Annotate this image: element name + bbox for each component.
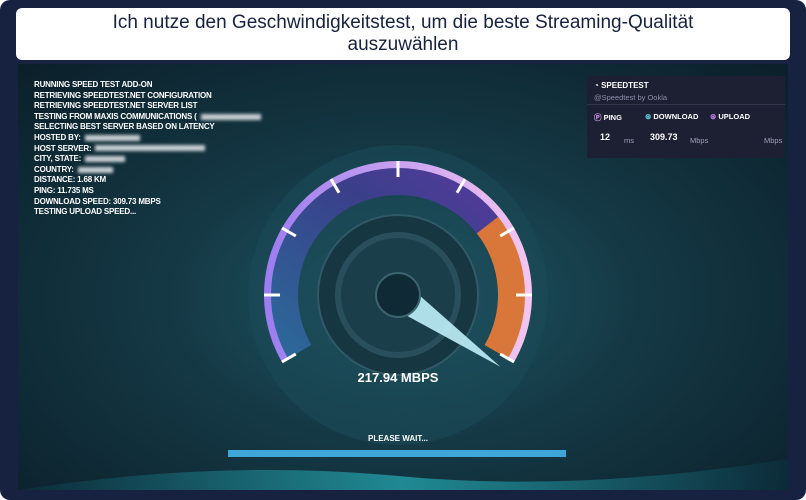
log-text: TESTING FROM MAXIS COMMUNICATIONS ( [34,111,197,121]
gauge: PLEASE WAIT... 217.94 MBPS [18,145,788,490]
download-value: 309.73 [650,132,678,142]
upload-label: ⊛ UPLOAD [710,112,751,121]
panel-title: ◔ SPEEDTEST [594,81,649,90]
redacted [85,156,126,163]
wave-decoration [18,459,788,490]
log-line: PING: 11.735 MS [34,186,261,197]
redacted [200,113,261,120]
download-label: ⊛ DOWNLOAD [645,112,699,121]
status-text: PLEASE WAIT... [368,434,428,443]
redacted [84,134,140,141]
speedtest-screen: PLEASE WAIT... 217.94 MBPS RUNNING SPEED… [18,64,788,490]
log-text: RETRIEVING SPEEDTEST.NET CONFIGURATION [34,90,212,100]
log-line: CITY, STATE: [34,154,261,165]
progress-bar [228,450,566,457]
ping-label: Ⓟ PING [594,113,622,122]
upload-unit: Mbps [764,136,783,145]
panel-subtitle: @Speedtest by Ookla [594,93,668,102]
panel-title-text: SPEEDTEST [601,81,649,90]
log-line: RETRIEVING SPEEDTEST.NET SERVER LIST [34,101,261,112]
log-text: DISTANCE: 1.68 KM [34,175,107,185]
redacted [77,166,113,173]
log-text: SELECTING BEST SERVER BASED ON LATENCY [34,122,215,132]
log-line: DISTANCE: 1.68 KM [34,175,261,186]
speedtest-panel: ◔ SPEEDTEST @Speedtest by Ookla Ⓟ PING ⊛… [587,76,785,158]
gauge-tick [281,226,297,238]
log-text: PING: 11.735 MS [34,185,94,195]
log-text: TESTING UPLOAD SPEED... [34,207,137,217]
redacted [95,145,206,152]
ping-unit: ms [624,136,634,145]
log-text: CITY, STATE: [34,154,82,164]
gauge-tick [455,178,467,194]
gauge-tick [281,352,297,364]
headline: Ich nutze den Geschwindigkeitstest, um d… [14,6,792,62]
log-text: RUNNING SPEED TEST ADD-ON [34,80,153,89]
log-text: DOWNLOAD SPEED: 309.73 MBPS [34,196,161,206]
log: RUNNING SPEED TEST ADD-ON RETRIEVING SPEE… [34,80,261,218]
log-text: HOSTED BY: [34,132,81,142]
gauge-band [268,165,511,360]
gauge-tick [499,226,515,238]
gauge-hub [375,272,421,318]
gauge-band-active [476,214,528,360]
log-line: HOSTED BY: [34,133,261,144]
log-line: TESTING UPLOAD SPEED... [34,207,261,218]
upload-label-text: UPLOAD [718,112,751,121]
log-text: HOST SERVER: [34,143,92,153]
speed-readout: 217.94 MBPS [358,370,439,385]
gauge-tick [499,352,515,364]
divider [587,104,785,105]
log-line: RUNNING SPEED TEST ADD-ON [34,80,261,91]
log-line: TESTING FROM MAXIS COMMUNICATIONS ( [34,112,261,123]
log-line: RETRIEVING SPEEDTEST.NET CONFIGURATION [34,91,261,102]
log-text: RETRIEVING SPEEDTEST.NET SERVER LIST [34,101,198,111]
ping-value: 12 [600,132,611,142]
download-unit: Mbps [690,136,709,145]
log-line: SELECTING BEST SERVER BASED ON LATENCY [34,122,261,133]
log-line: COUNTRY: [34,165,261,176]
ping-label-text: PING [603,113,622,122]
log-text: COUNTRY: [34,164,74,174]
gauge-tick [329,178,341,194]
log-line: HOST SERVER: [34,144,261,155]
gauge-ticks [248,145,548,445]
log-line: DOWNLOAD SPEED: 309.73 MBPS [34,197,261,208]
download-label-text: DOWNLOAD [653,112,699,121]
